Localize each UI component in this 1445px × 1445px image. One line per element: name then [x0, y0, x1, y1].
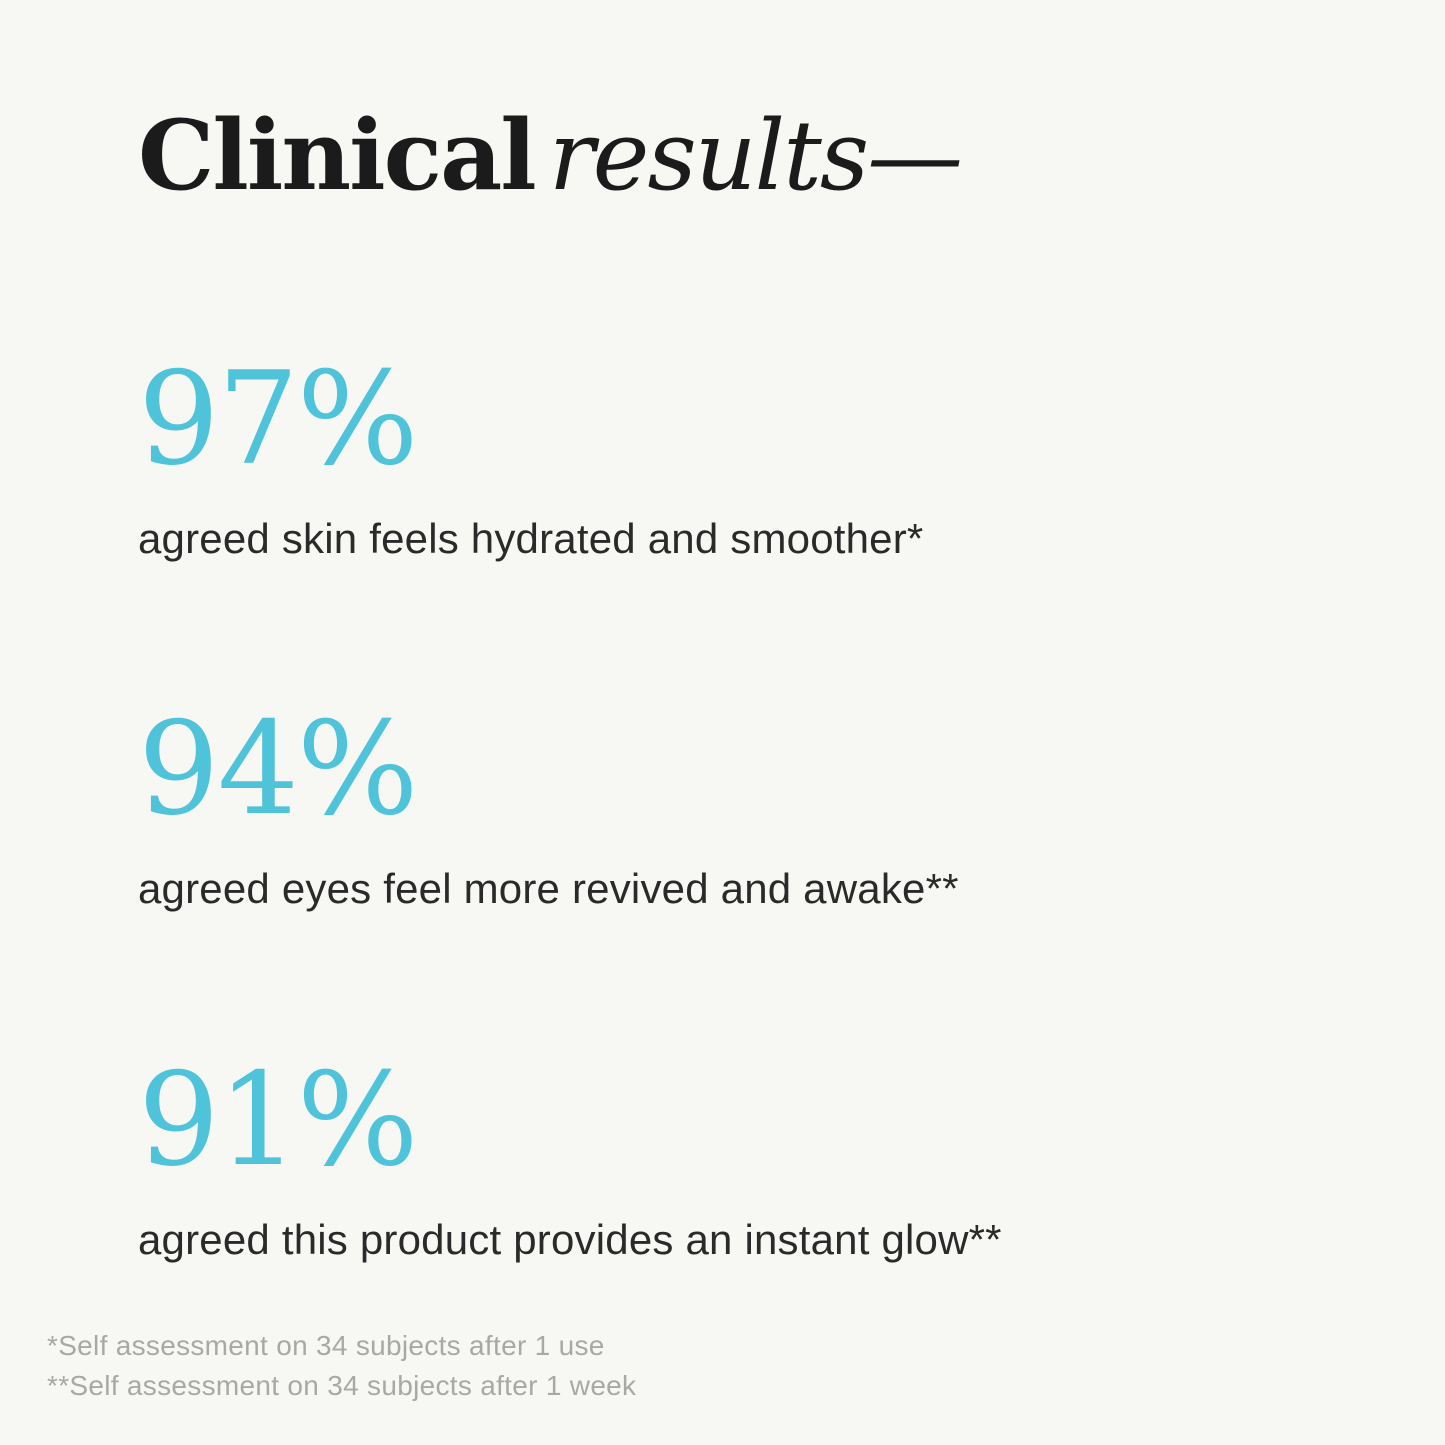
footnotes: *Self assessment on 34 subjects after 1 …	[47, 1326, 636, 1407]
stat-block-eyes: 94% agreed eyes feel more revived and aw…	[138, 706, 1355, 914]
stat-value: 94%	[138, 695, 419, 845]
stat-description: agreed this product provides an instant …	[138, 1215, 1002, 1263]
stat-description: agreed skin feels hydrated and smoother*	[138, 515, 924, 562]
clinical-results-panel: Clinical results— 97% agreed skin feels h…	[138, 108, 1355, 1265]
stat-value: 97%	[138, 345, 419, 494]
stat-value: 91%	[138, 1045, 419, 1195]
stat-block-hydration: 97% agreed skin feels hydrated and smoot…	[138, 356, 1355, 564]
stat-description: agreed eyes feel more revived and awake*…	[138, 865, 959, 913]
stat-block-glow: 91% agreed this product provides an inst…	[138, 1045, 1355, 1265]
footnote-one-week: **Self assessment on 34 subjects after 1…	[47, 1370, 637, 1402]
page-title-italic: results—	[548, 100, 963, 212]
page-title-regular: Clinical	[138, 99, 537, 212]
page-title: Clinical results—	[138, 108, 1355, 205]
footnote-single-use: *Self assessment on 34 subjects after 1 …	[47, 1329, 605, 1361]
